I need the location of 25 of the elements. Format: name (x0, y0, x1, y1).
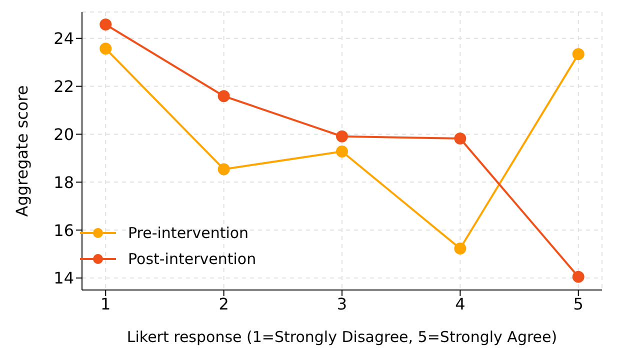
point (218, 163, 230, 176)
y-tick-label: 18 (54, 172, 74, 192)
point (336, 145, 348, 158)
point (218, 90, 230, 102)
x-axis-title: Likert response (1=Strongly Disagree, 5=Strongly Agree) (126, 328, 558, 346)
point (572, 48, 584, 60)
y-tick-label: 16 (54, 220, 74, 240)
x-tick-label: 5 (573, 294, 584, 314)
x-tick-label: 3 (336, 294, 348, 314)
x-tick-label: 2 (218, 294, 229, 314)
x-tick-label: 1 (100, 294, 111, 314)
point (336, 130, 348, 142)
point (454, 242, 466, 255)
x-tick-label: 4 (455, 294, 466, 314)
point (572, 270, 584, 283)
y-axis-title: Aggregate score (12, 85, 32, 217)
legend-label: Post-intervention (128, 250, 256, 268)
y-tick-label: 24 (54, 29, 74, 48)
y-tick-label: 22 (54, 76, 74, 96)
y-tick-label: 14 (54, 268, 74, 288)
point (100, 42, 112, 55)
point (100, 18, 112, 30)
legend-label: Pre-intervention (128, 224, 249, 242)
y-tick-label: 20 (54, 124, 74, 144)
point (454, 132, 466, 145)
